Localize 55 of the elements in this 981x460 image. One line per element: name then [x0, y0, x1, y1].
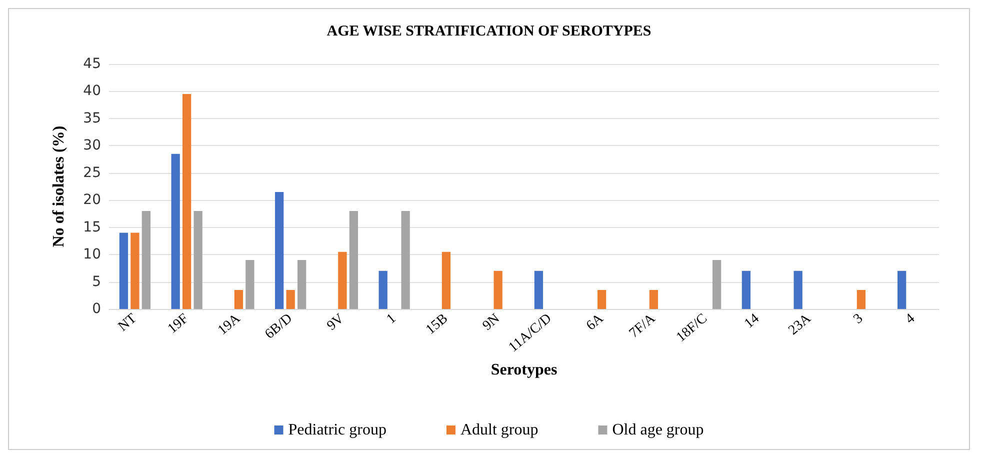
x-tick-label: 6B/D [262, 311, 296, 342]
bar [712, 260, 722, 309]
y-tick-label: 20 [83, 192, 101, 208]
x-tick-label: 6A [584, 310, 608, 334]
x-tick-label: 4 [902, 311, 918, 328]
y-tick-label: 15 [83, 219, 101, 236]
y-tick-label: 25 [83, 164, 101, 181]
x-tick-label: 19F [165, 311, 192, 337]
bar [171, 154, 180, 309]
bar [275, 192, 284, 309]
bar [349, 211, 358, 309]
x-tick-label: 7F/A [626, 310, 660, 342]
x-tick-label: 23A [786, 310, 815, 338]
y-tick-label: 30 [83, 138, 101, 154]
bar [597, 290, 606, 309]
y-tick-label: 0 [92, 301, 101, 317]
bar [286, 290, 295, 309]
y-axis-title: No of isolates (%) [50, 126, 68, 248]
bar [378, 270, 388, 309]
x-tick-label: 19A [215, 310, 244, 338]
x-tick-label: 1 [384, 311, 400, 328]
y-tick-label: 5 [92, 274, 101, 290]
bar [246, 260, 254, 309]
bar [742, 270, 751, 309]
bar [856, 290, 866, 309]
bar [182, 94, 192, 309]
bar [142, 211, 150, 309]
y-tick-label: 10 [83, 246, 101, 263]
bar [194, 211, 202, 309]
legend-label: Pediatric group [288, 422, 386, 438]
y-tick-label: 35 [83, 110, 101, 126]
bar [649, 290, 658, 309]
legend-label: Old age group [612, 422, 704, 438]
y-tick-label: 45 [83, 56, 101, 72]
bar [297, 260, 306, 309]
x-tick-label: 15B [423, 311, 452, 338]
bar [338, 252, 347, 309]
chart-title: AGE WISE STRATIFICATION OF SEROTYPES [326, 24, 652, 40]
x-axis-title: Serotypes [490, 361, 558, 378]
x-tick-label: 9V [324, 311, 348, 334]
x-tick-label: 9N [480, 311, 503, 334]
x-tick-label: NT [116, 310, 140, 335]
bar [794, 270, 802, 309]
bar [534, 270, 544, 309]
bar [442, 252, 451, 309]
bar [234, 290, 244, 309]
bar [119, 232, 128, 309]
legend-label: Adult group [460, 422, 538, 438]
bar [401, 211, 410, 309]
bar [898, 270, 906, 309]
y-tick-label: 40 [83, 83, 101, 100]
bar [130, 232, 140, 309]
x-tick-label: 3 [851, 311, 866, 328]
x-tick-label: 14 [742, 311, 762, 332]
bar [494, 270, 502, 309]
